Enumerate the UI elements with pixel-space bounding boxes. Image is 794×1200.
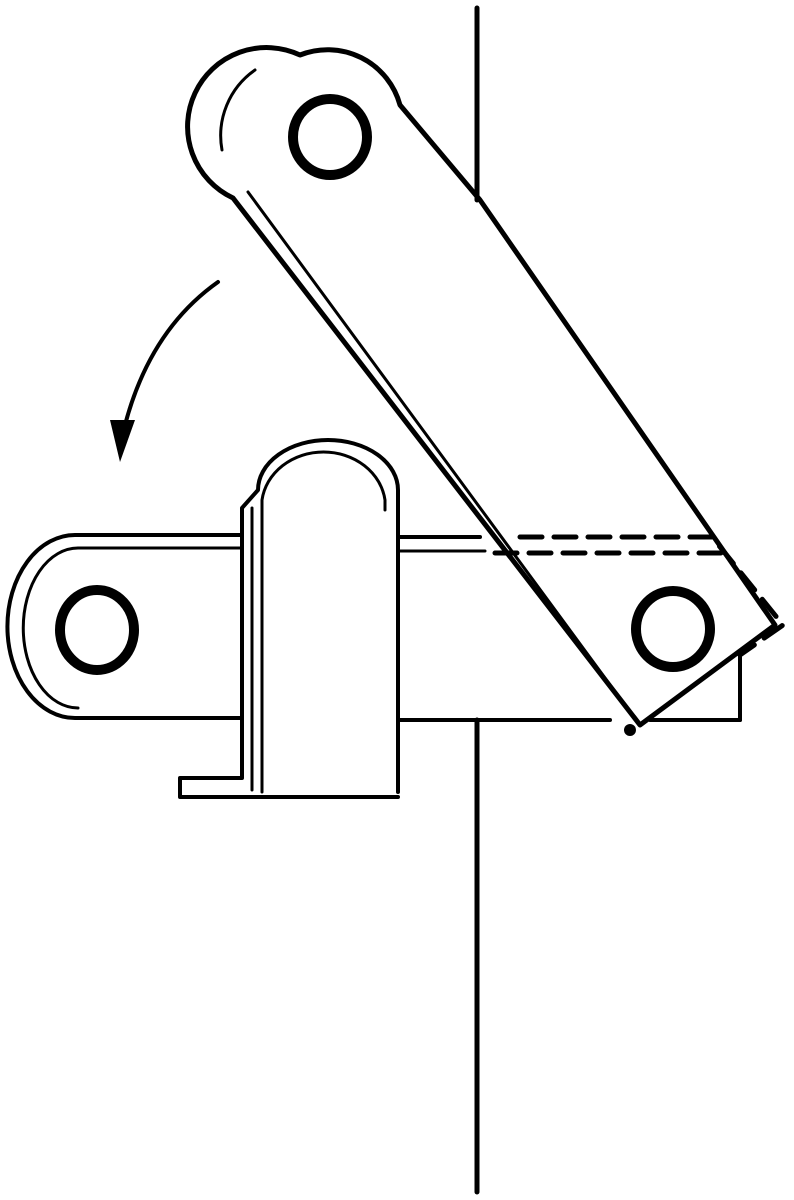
base-bar [5,533,742,722]
swing-arm-bottom-pivot-hole [631,586,715,672]
arrowhead-icon [110,420,135,462]
hinge-pin [178,438,400,799]
swing-arm-top-pivot-hole [288,94,372,180]
rotation-arrow [110,280,220,462]
base-bar-pivot-hole [55,585,139,675]
swing-arm [185,45,778,736]
